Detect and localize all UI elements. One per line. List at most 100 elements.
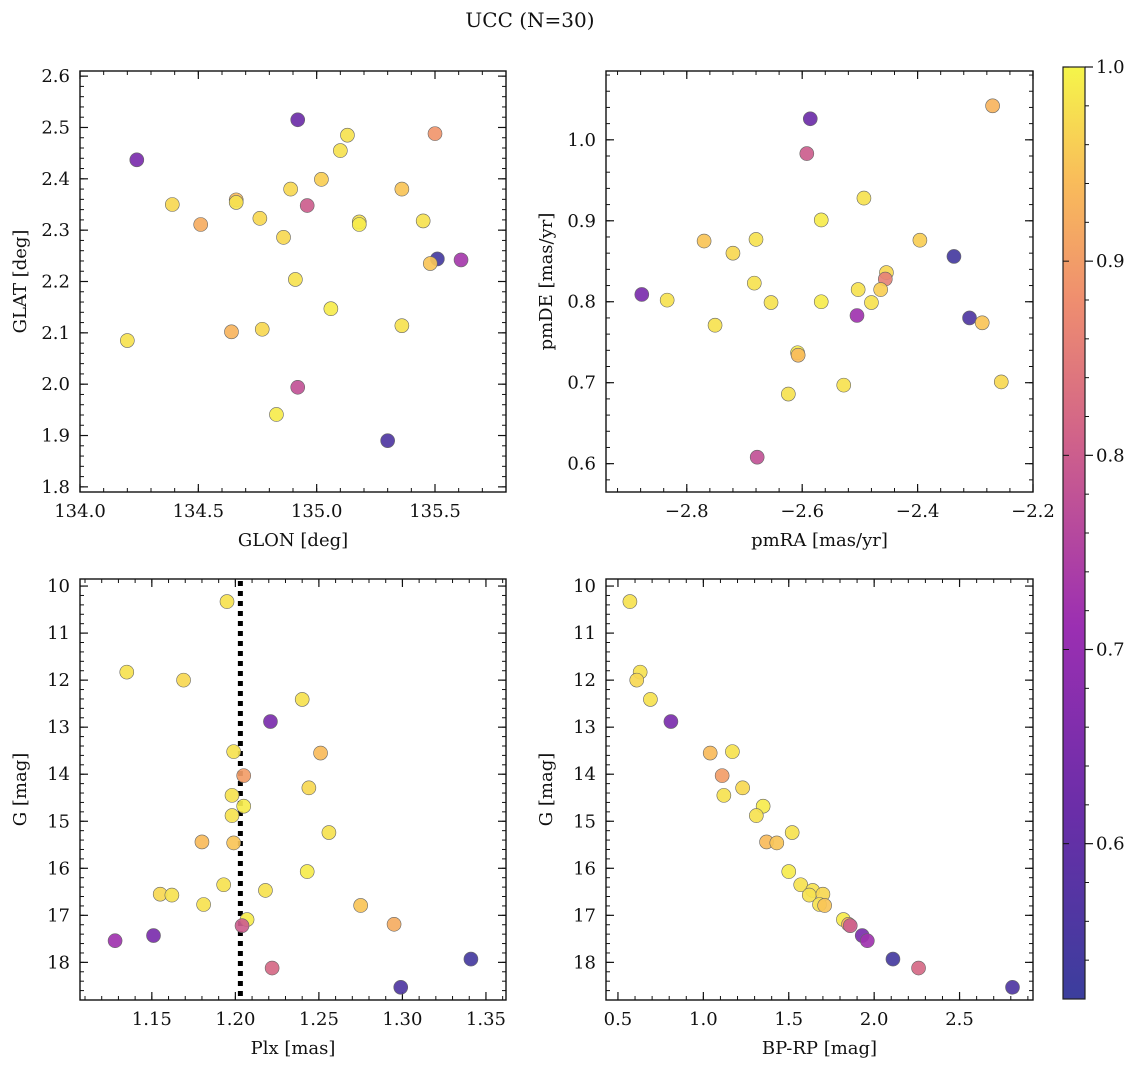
y-tick-label: 0.8	[567, 292, 596, 313]
data-point	[234, 918, 250, 933]
data-point	[813, 212, 829, 228]
data-point	[394, 181, 410, 197]
y-tick-label: 10	[47, 576, 70, 597]
y-tick-label: 2.4	[41, 169, 70, 190]
y-tick-label: 1.0	[567, 130, 596, 151]
data-point	[836, 377, 852, 393]
data-point	[463, 951, 479, 967]
colorbar-tick-label: 0.9	[1096, 251, 1125, 272]
data-point	[228, 195, 244, 210]
x-axis-label: Plx [mas]	[251, 1038, 336, 1059]
data-point	[290, 112, 306, 128]
data-point	[850, 282, 866, 297]
data-point	[301, 780, 317, 796]
data-point	[781, 864, 797, 879]
data-point	[962, 310, 977, 326]
data-point	[254, 321, 270, 337]
data-point	[120, 333, 135, 348]
data-point	[746, 275, 762, 291]
data-point	[290, 379, 306, 395]
x-tick-label: 1.0	[689, 1009, 718, 1030]
colorbar-tick-label: 1.0	[1096, 57, 1125, 78]
data-point	[790, 347, 806, 363]
data-point	[716, 788, 732, 803]
figure-title: UCC (N=30)	[465, 8, 594, 32]
x-tick-label: 135.5	[409, 501, 461, 522]
y-tick-label: 1.8	[41, 477, 70, 498]
data-point	[294, 692, 310, 707]
data-point	[236, 768, 252, 783]
data-point	[643, 692, 658, 707]
data-point	[864, 295, 879, 310]
data-point	[224, 324, 239, 340]
data-point	[196, 897, 211, 912]
data-point	[288, 272, 303, 287]
colorbar-tick-label: 0.7	[1096, 640, 1125, 661]
data-point	[386, 916, 402, 932]
x-axis-label: BP-RP [mag]	[762, 1038, 877, 1059]
x-axis-label: pmRA [mas/yr]	[751, 530, 888, 551]
plot-frame	[605, 70, 1034, 493]
data-point	[276, 230, 291, 245]
data-point	[629, 672, 645, 688]
y-axis-label: G [mag]	[536, 753, 557, 826]
data-point	[696, 233, 712, 249]
panel-pmra-pmde: −2.8 −2.6 −2.4 −2.2 0.6 0.7 0.8 0.9 1.0 pmRA [mas…	[536, 70, 1055, 551]
y-tick-label: 2.3	[41, 220, 70, 241]
data-point	[323, 301, 339, 317]
data-point	[394, 318, 410, 333]
y-tick-label: 16	[47, 858, 70, 879]
data-point	[622, 594, 638, 609]
x-tick-label: 1.5	[774, 1009, 803, 1030]
colorbar: 0.6 0.7 0.8 0.9 1.0	[1062, 57, 1125, 1000]
y-tick-label: 13	[47, 717, 70, 738]
x-tick-label: −2.2	[1011, 501, 1055, 522]
data-point	[856, 190, 872, 206]
data-point	[634, 287, 650, 302]
data-point	[164, 887, 180, 903]
x-tick-label: 1.25	[299, 1009, 339, 1030]
x-tick-label: −2.4	[896, 501, 940, 522]
data-point	[748, 232, 764, 247]
data-point	[146, 928, 161, 943]
data-point	[769, 835, 785, 851]
data-point	[817, 898, 832, 913]
data-point	[283, 181, 298, 197]
panel-bprp-g: 0.5 1.0 1.5 2.0 2.5 10 11 12 13 14 15 16 17 18 BP-RP […	[536, 576, 1034, 1059]
y-tick-label: 1.9	[41, 426, 70, 447]
data-point	[993, 374, 1009, 390]
data-point	[252, 211, 268, 226]
y-tick-label: 2.2	[41, 272, 70, 293]
data-point	[842, 918, 858, 933]
data-point	[224, 788, 240, 803]
y-tick-label: 12	[47, 670, 70, 691]
y-tick-label: 10	[573, 576, 596, 597]
data-point	[911, 960, 926, 976]
y-tick-label: 0.7	[567, 373, 596, 394]
data-point	[453, 252, 469, 268]
y-tick-label: 11	[573, 623, 596, 644]
data-point	[793, 877, 809, 893]
y-tick-label: 18	[47, 952, 70, 973]
y-tick-label: 11	[47, 623, 70, 644]
data-point	[422, 256, 438, 271]
y-tick-label: 17	[47, 905, 70, 926]
panel-glon-glat: 134.0 134.5 135.0 135.5 1.8 1.9 2.0 2.1 2.2 2.3 2.…	[10, 66, 507, 551]
data-point	[415, 213, 431, 229]
colorbar-gradient	[1062, 66, 1086, 1000]
y-tick-label: 18	[573, 952, 596, 973]
data-point	[714, 768, 730, 783]
y-axis-label: GLAT [deg]	[10, 230, 31, 334]
data-point	[219, 594, 235, 609]
colorbar-tick-label: 0.6	[1096, 834, 1125, 855]
data-point	[264, 960, 280, 976]
y-tick-label: 17	[573, 905, 596, 926]
x-tick-label: 134.0	[54, 501, 106, 522]
data-point	[353, 898, 368, 913]
data-point	[236, 798, 252, 814]
data-point	[263, 714, 278, 729]
x-tick-label: −2.6	[780, 501, 824, 522]
data-point	[799, 146, 815, 161]
data-point	[659, 292, 675, 308]
